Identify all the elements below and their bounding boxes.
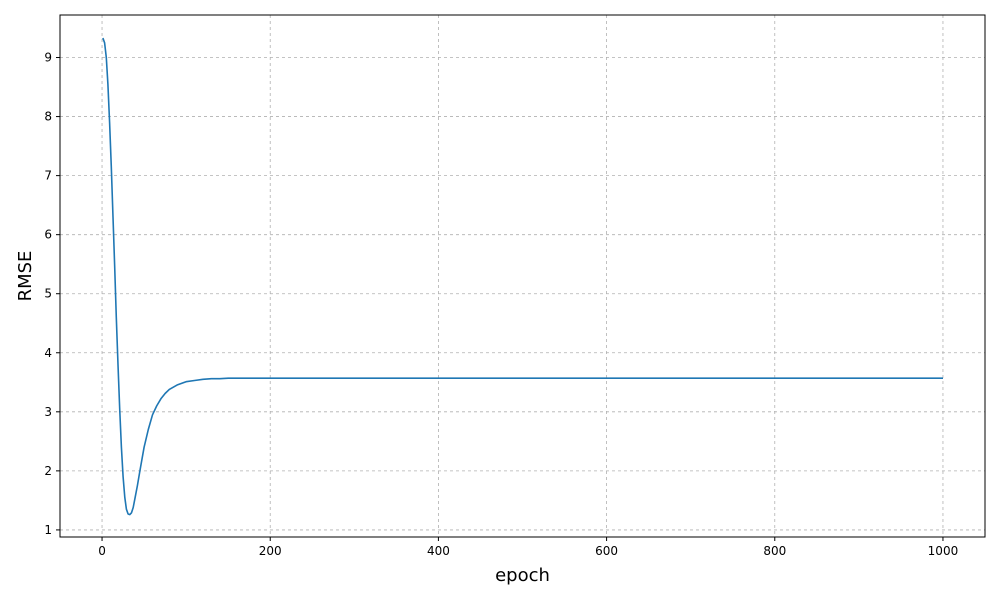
series-line (102, 37, 943, 516)
y-tick-label: 5 (44, 287, 52, 301)
x-tick-label: 200 (259, 544, 282, 558)
x-tick-label: 1000 (928, 544, 959, 558)
y-tick-label: 7 (44, 169, 52, 183)
y-tick-label: 3 (44, 405, 52, 419)
series-layer (102, 37, 943, 516)
x-tick-label: 400 (427, 544, 450, 558)
x-tick-label: 800 (763, 544, 786, 558)
y-tick-label: 1 (44, 523, 52, 537)
y-tick-label: 4 (44, 346, 52, 360)
y-tick-label: 8 (44, 110, 52, 124)
y-axis-label: RMSE (15, 251, 36, 302)
x-tick-label: 600 (595, 544, 618, 558)
y-tick-label: 9 (44, 51, 52, 65)
y-tick-label: 6 (44, 228, 52, 242)
ticks: 0 200 400 600 800 1000 1 2 3 4 5 6 7 8 9 (44, 51, 958, 558)
grid (60, 15, 985, 537)
x-axis-label: epoch (495, 565, 550, 586)
plot-frame (59, 14, 986, 538)
x-tick-label: 0 (98, 544, 106, 558)
y-tick-label: 2 (44, 464, 52, 478)
